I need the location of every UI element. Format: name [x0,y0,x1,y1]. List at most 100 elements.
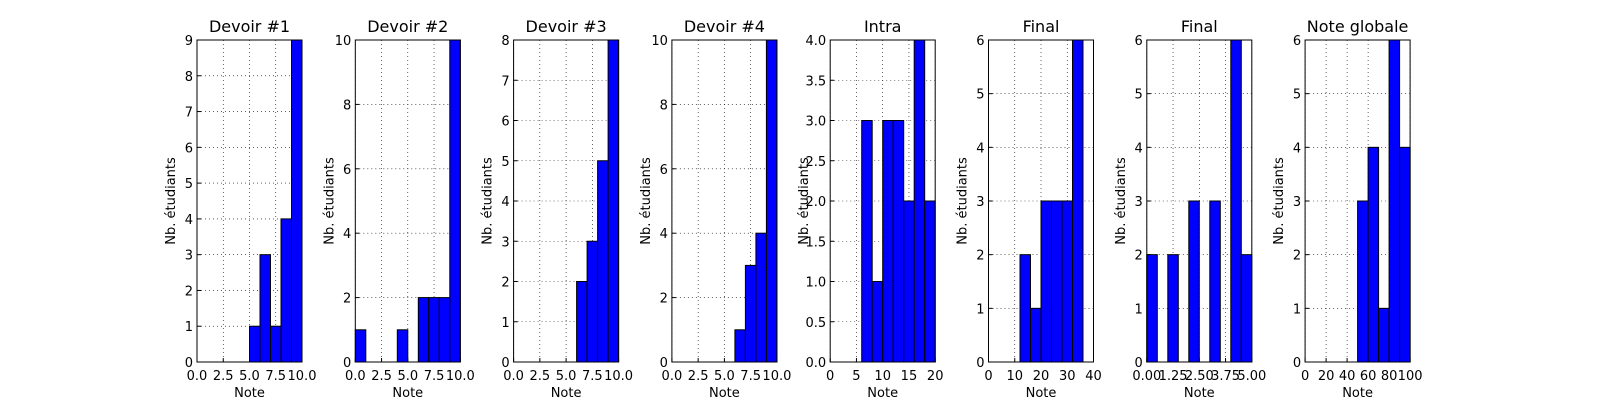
y-tick-label: 1 [501,316,509,331]
histogram-bar [280,218,292,363]
y-tick-label: 0 [1293,356,1301,371]
subplot-title: Devoir #3 [526,17,607,36]
histogram-bar [1240,254,1253,363]
histogram-bar [1040,200,1052,363]
histogram-bar [417,297,430,363]
histogram-bar [428,297,440,363]
histogram-bar [924,200,936,363]
y-tick-label: 10 [651,34,668,49]
x-tick-label: 10.0 [604,369,633,384]
x-tick-label: 2.5 [530,369,551,384]
y-axis-label: Nb. étudiants [639,157,654,245]
y-tick-label: 4 [501,195,509,210]
x-tick-label: 0 [1301,369,1309,384]
y-tick-label: 4 [1135,141,1143,156]
x-tick-label: 100 [1398,369,1423,384]
y-tick-label: 4.0 [806,34,827,49]
y-tick-label: 1 [185,320,193,335]
y-tick-label: 6 [1293,34,1301,49]
y-tick-label: 2 [501,276,509,291]
axes-frame [671,39,778,363]
x-tick-label: 15 [901,369,918,384]
y-tick-label: 6 [1135,34,1143,49]
x-tick-label: 5.0 [397,369,418,384]
histogram-bar [755,232,767,363]
y-tick-label: 1.0 [806,276,827,291]
x-axis-label: Note [1342,386,1373,401]
y-tick-label: 4 [976,141,984,156]
histogram-bar [597,160,609,363]
y-axis-label: Nb. étudiants [797,157,812,245]
histogram-bar [1146,254,1158,363]
y-tick-label: 6 [185,141,193,156]
y-tick-label: 0 [185,356,193,371]
x-axis-label: Note [234,386,265,401]
y-tick-label: 2.0 [806,195,827,210]
histogram-bar [1399,146,1411,363]
y-tick-label: 2 [1293,249,1301,264]
x-tick-label: 0.0 [662,369,683,384]
x-tick-label: 20 [1033,369,1050,384]
x-tick-label: 0.0 [345,369,366,384]
x-tick-label: 20 [1318,369,1335,384]
y-tick-label: 0 [1135,356,1143,371]
y-tick-label: 8 [660,98,668,113]
histogram-bar [396,329,409,363]
y-tick-label: 1 [976,302,984,317]
x-tick-label: 80 [1381,369,1398,384]
x-axis-label: Note [867,386,898,401]
histogram-bar [438,297,451,363]
y-axis-label: Nb. étudiants [1272,157,1287,245]
histogram-bar [882,120,894,363]
y-tick-label: 2 [185,284,193,299]
x-tick-label: 2.5 [688,369,709,384]
y-tick-label: 5 [501,155,509,170]
y-axis-label: Nb. étudiants [481,157,496,245]
y-tick-label: 0.0 [806,356,827,371]
x-tick-label: 0.0 [187,369,208,384]
y-tick-label: 6 [976,34,984,49]
y-tick-label: 7 [501,74,509,89]
histogram-bar [1230,39,1242,363]
histogram-bar [1357,200,1369,363]
histogram-bar [576,281,588,363]
subplot-title: Intra [864,17,902,36]
y-tick-label: 4 [660,227,668,242]
x-axis-label: Note [1184,386,1215,401]
histogram-bar [765,39,778,363]
axes-frame [1146,39,1253,363]
histogram-bar [270,325,282,363]
y-tick-label: 2 [343,292,351,307]
y-tick-label: 3.0 [806,115,827,130]
x-tick-label: 1.25 [1159,369,1188,384]
y-tick-label: 2 [976,249,984,264]
y-tick-label: 5 [185,177,193,192]
x-tick-label: 0.0 [503,369,524,384]
histogram-bar [249,325,261,363]
y-tick-label: 4 [343,227,351,242]
x-tick-label: 0.00 [1132,369,1161,384]
axes-frame [354,39,461,363]
x-tick-label: 5.00 [1237,369,1266,384]
histogram-bar [291,39,303,363]
y-tick-label: 8 [185,70,193,85]
histogram-bar [1209,200,1221,363]
x-tick-label: 5.0 [239,369,260,384]
y-tick-label: 0 [976,356,984,371]
y-axis-label: Nb. étudiants [956,157,971,245]
x-tick-label: 2.5 [371,369,392,384]
y-axis-label: Nb. étudiants [322,157,337,245]
x-axis-label: Note [709,386,740,401]
x-tick-label: 10 [874,369,891,384]
x-tick-label: 2.5 [213,369,234,384]
y-tick-label: 3 [501,235,509,250]
histogram-bar [1051,200,1063,363]
y-tick-label: 0 [501,356,509,371]
y-tick-label: 0 [660,356,668,371]
x-axis-label: Note [392,386,423,401]
y-tick-label: 0.5 [806,316,827,331]
histogram-bar [1061,200,1073,363]
histogram-bar [1188,200,1200,363]
histogram-bar [903,200,915,363]
